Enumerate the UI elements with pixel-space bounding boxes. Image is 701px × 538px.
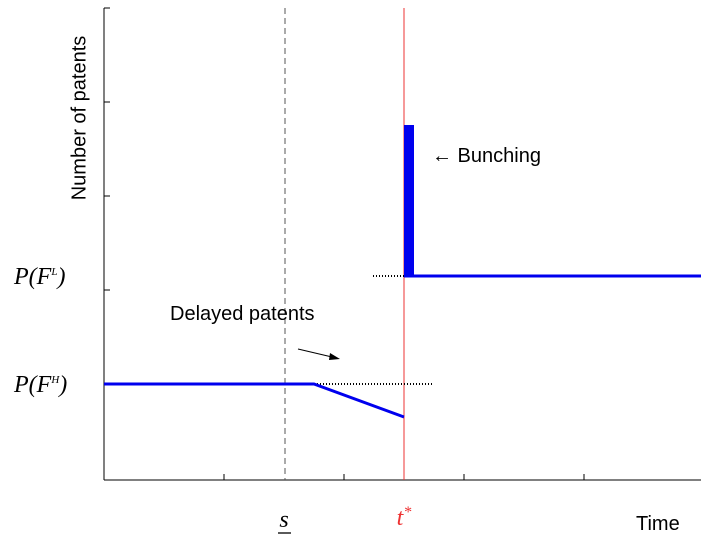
ticks [104, 7, 585, 480]
label-part: P(F [13, 372, 52, 398]
pre-line [104, 382, 405, 419]
arrow-head [329, 353, 340, 360]
x-axis-label: Time [636, 513, 680, 535]
bunching-bar [404, 125, 414, 276]
y-axis-label: Number of patents [68, 36, 90, 201]
bunching-label: ← Bunching [432, 145, 541, 167]
label-part: t [397, 505, 405, 531]
label-sup: L [50, 266, 57, 278]
label-part: ) [57, 372, 67, 398]
label-part: P(F [13, 264, 52, 290]
level-high-label: P(FH) [13, 372, 67, 398]
delayed-label: Delayed patents [170, 303, 315, 325]
label-sup: * [403, 504, 411, 521]
arrow [297, 348, 333, 358]
label-part: ) [55, 264, 65, 290]
label-sup: H [50, 374, 60, 386]
s-label: s [279, 507, 288, 533]
level-low-label: P(FL) [13, 264, 65, 290]
t-label: t* [397, 504, 412, 531]
